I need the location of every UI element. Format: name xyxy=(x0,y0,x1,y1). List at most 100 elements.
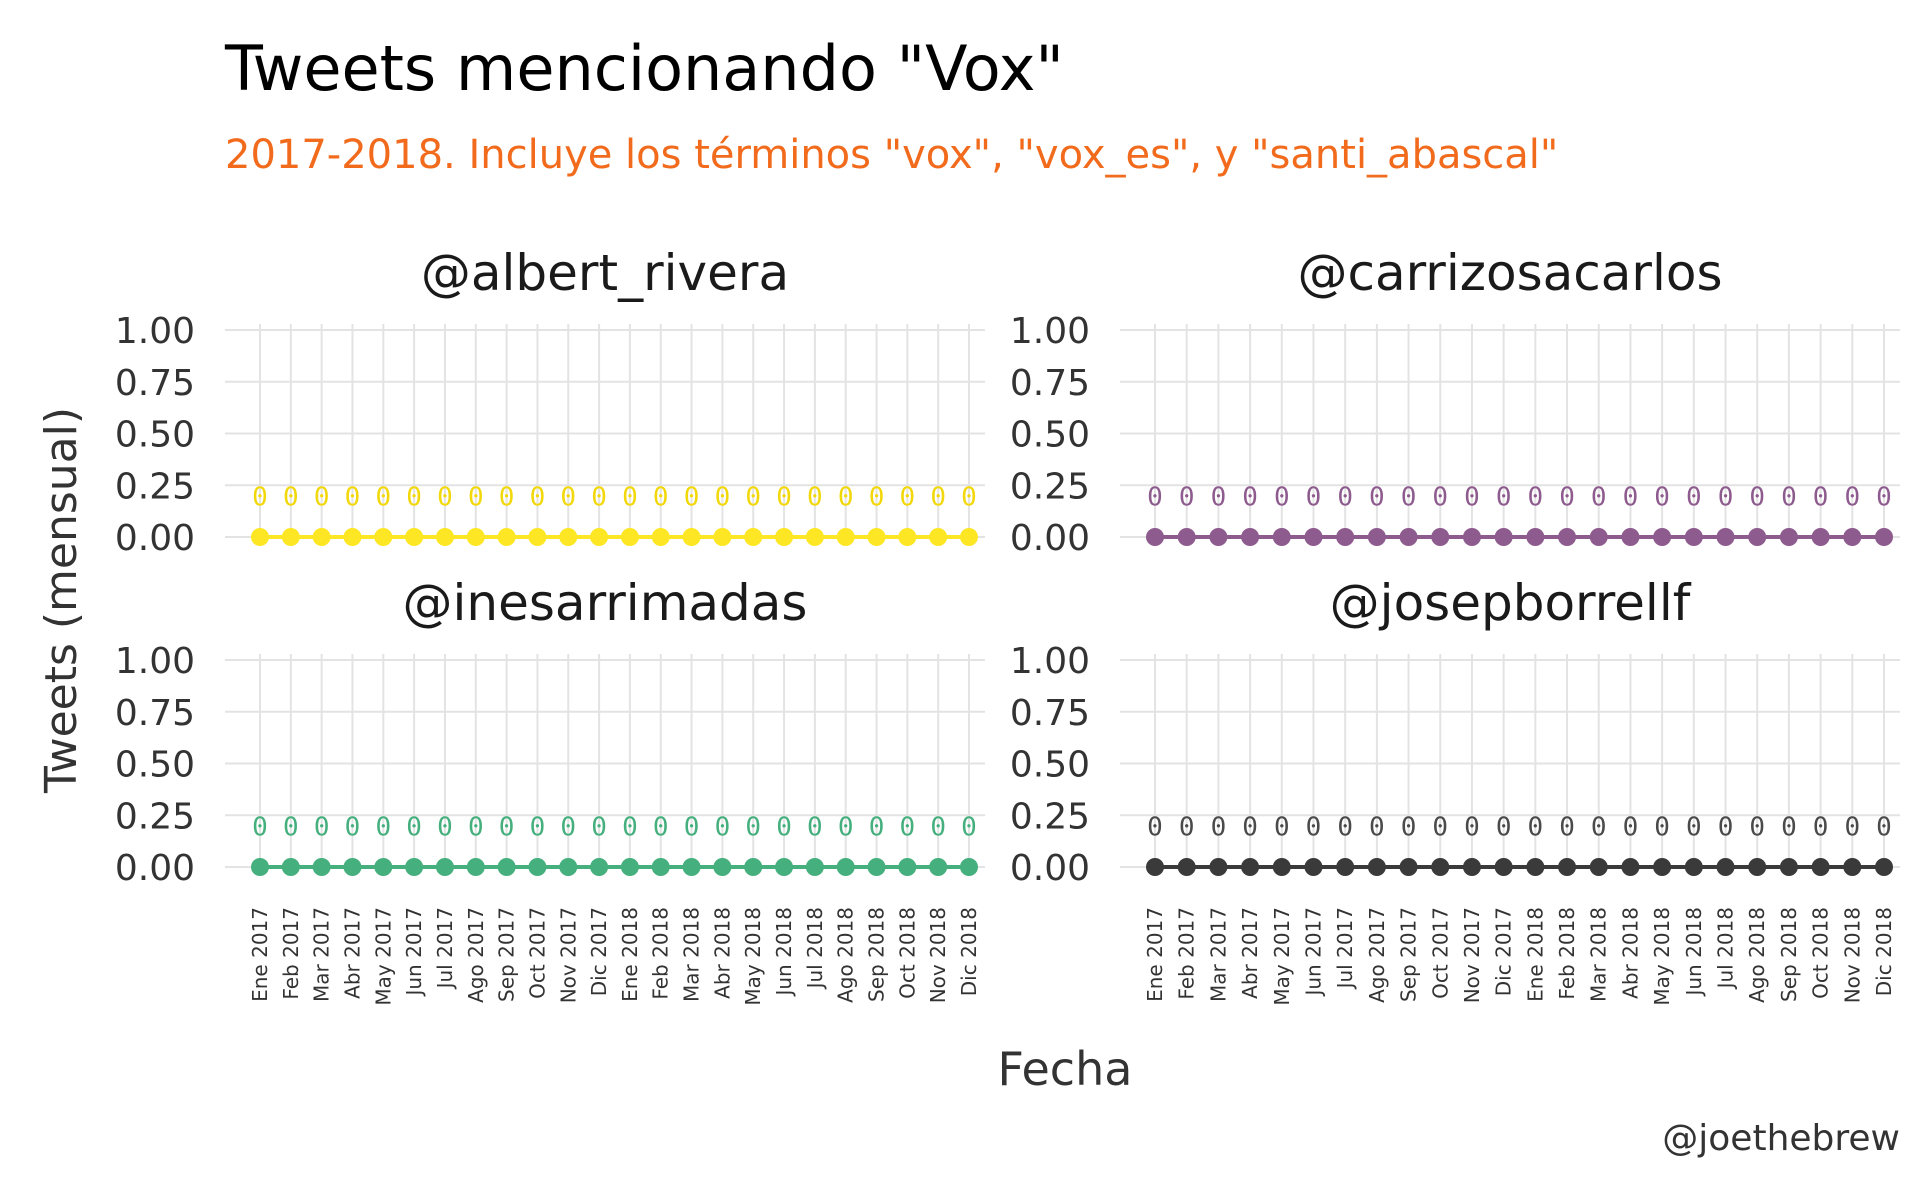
data-point xyxy=(1304,858,1323,876)
data-label: 0 xyxy=(715,483,731,513)
y-tick-label: 0.50 xyxy=(115,745,195,786)
data-point xyxy=(405,858,424,876)
x-tick-label: Ago 2017 xyxy=(1365,907,1389,1003)
data-point xyxy=(1875,528,1893,546)
data-point xyxy=(1399,858,1418,876)
data-label: 0 xyxy=(1337,483,1353,513)
x-tick-label: Jul 2018 xyxy=(1714,907,1738,990)
data-point xyxy=(374,528,393,546)
y-tick-label: 0.75 xyxy=(115,693,195,734)
data-point xyxy=(1462,528,1481,546)
data-label: 0 xyxy=(1876,813,1892,843)
x-tick-label: Jul 2017 xyxy=(1333,907,1357,990)
data-label: 0 xyxy=(745,483,761,513)
x-tick-label: Abr 2018 xyxy=(1618,907,1642,999)
data-label: 0 xyxy=(1686,483,1702,513)
x-tick-label: Ene 2018 xyxy=(618,907,642,1002)
data-point xyxy=(559,528,578,546)
data-point xyxy=(1684,528,1703,546)
data-label: 0 xyxy=(1179,813,1195,843)
data-point xyxy=(960,528,978,546)
data-label: 0 xyxy=(1781,483,1797,513)
data-point xyxy=(1177,858,1196,876)
data-label: 0 xyxy=(1528,813,1544,843)
data-label: 0 xyxy=(1718,813,1734,843)
data-label: 0 xyxy=(622,483,638,513)
data-label: 0 xyxy=(1242,483,1258,513)
data-label: 0 xyxy=(776,483,792,513)
data-label: 0 xyxy=(283,813,299,843)
x-tick-label: Feb 2017 xyxy=(1175,907,1199,1000)
data-point xyxy=(1716,858,1735,876)
x-tick-label: Nov 2017 xyxy=(1460,907,1484,1003)
y-tick-label: 0.75 xyxy=(1010,363,1090,404)
x-tick-label: May 2017 xyxy=(371,907,395,1006)
data-label: 0 xyxy=(591,483,607,513)
data-label: 0 xyxy=(1844,813,1860,843)
x-axis-label: Fecha xyxy=(998,1042,1133,1096)
y-tick-label: 0.25 xyxy=(1010,796,1090,837)
data-label: 0 xyxy=(776,813,792,843)
data-point xyxy=(251,858,269,876)
data-label: 0 xyxy=(314,813,330,843)
data-point xyxy=(713,858,732,876)
y-tick-label: 1.00 xyxy=(1010,311,1090,352)
facet-title: @carrizosacarlos xyxy=(1298,244,1723,302)
data-label: 0 xyxy=(900,813,916,843)
data-point xyxy=(1843,528,1862,546)
data-label: 0 xyxy=(838,483,854,513)
data-point xyxy=(775,858,794,876)
x-tick-label: Jun 2017 xyxy=(402,907,426,998)
data-label: 0 xyxy=(530,813,546,843)
y-tick-label: 1.00 xyxy=(115,311,195,352)
data-point xyxy=(1209,858,1228,876)
data-point xyxy=(1336,858,1355,876)
x-tick-label: Nov 2018 xyxy=(926,907,950,1003)
data-label: 0 xyxy=(1654,813,1670,843)
data-label: 0 xyxy=(1211,483,1227,513)
data-label: 0 xyxy=(1401,483,1417,513)
data-label: 0 xyxy=(1464,483,1480,513)
data-label: 0 xyxy=(437,813,453,843)
data-label: 0 xyxy=(1654,483,1670,513)
chart-title: Tweets mencionando "Vox" xyxy=(224,32,1064,105)
data-label: 0 xyxy=(1813,813,1829,843)
data-point xyxy=(435,528,454,546)
y-tick-label: 0.50 xyxy=(1010,745,1090,786)
data-point xyxy=(1241,858,1260,876)
data-point xyxy=(1462,858,1481,876)
data-point xyxy=(528,858,547,876)
data-point xyxy=(1653,858,1672,876)
data-label: 0 xyxy=(961,813,977,843)
data-point xyxy=(836,528,855,546)
data-label: 0 xyxy=(869,483,885,513)
x-tick-label: May 2018 xyxy=(1650,907,1674,1006)
y-tick-label: 0.00 xyxy=(1010,518,1090,559)
data-label: 0 xyxy=(1496,483,1512,513)
data-point xyxy=(898,858,917,876)
data-point xyxy=(1494,528,1513,546)
data-point xyxy=(1367,858,1386,876)
data-point xyxy=(497,858,516,876)
data-label: 0 xyxy=(1464,813,1480,843)
facet-title: @inesarrimadas xyxy=(403,574,808,632)
data-point xyxy=(1146,858,1164,876)
data-point xyxy=(281,528,300,546)
data-point xyxy=(1304,528,1323,546)
data-label: 0 xyxy=(1686,813,1702,843)
data-point xyxy=(1748,528,1767,546)
data-point xyxy=(744,858,763,876)
data-point xyxy=(1177,528,1196,546)
data-label: 0 xyxy=(1718,483,1734,513)
data-point xyxy=(251,528,269,546)
y-tick-label: 0.75 xyxy=(1010,693,1090,734)
x-tick-label: Oct 2018 xyxy=(895,907,919,999)
data-point xyxy=(1431,858,1450,876)
data-point xyxy=(1146,528,1164,546)
data-label: 0 xyxy=(1369,483,1385,513)
x-tick-label: Ago 2018 xyxy=(834,907,858,1003)
x-tick-label: Mar 2017 xyxy=(1206,907,1230,1002)
data-point xyxy=(929,528,948,546)
